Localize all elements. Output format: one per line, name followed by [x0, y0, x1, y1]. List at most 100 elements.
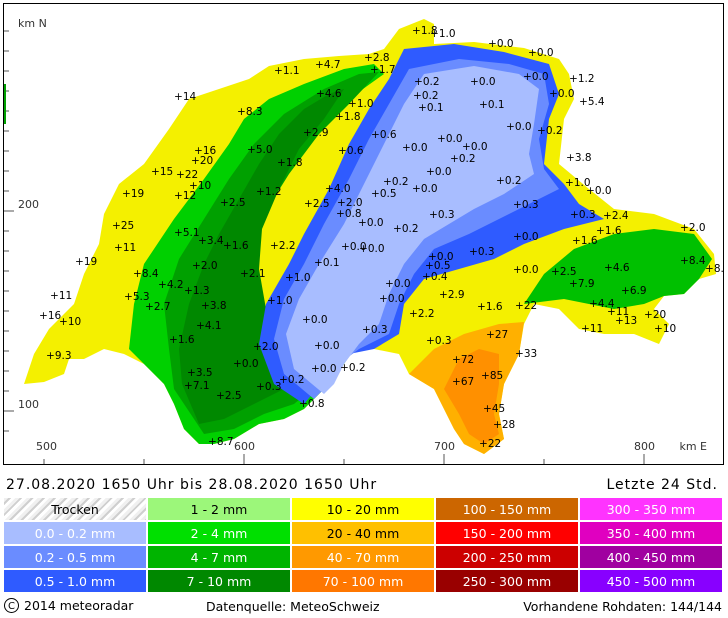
station-value: +8.7 — [208, 436, 234, 448]
station-value: +1.3 — [184, 285, 210, 297]
station-value: +0.3 — [570, 209, 596, 221]
station-value: +1.6 — [572, 235, 598, 247]
legend-cell: 7 - 10 mm — [148, 570, 290, 592]
legend-cell: 0.5 - 1.0 mm — [4, 570, 146, 592]
station-value: +2.2 — [409, 308, 435, 320]
station-value: +3.4 — [198, 235, 224, 247]
station-value: +0.1 — [479, 99, 505, 111]
station-value: +5.3 — [124, 291, 150, 303]
copyright: C 2014 meteoradar — [4, 598, 133, 613]
station-value: +8.3 — [237, 106, 263, 118]
station-value: +1.0 — [565, 177, 591, 189]
station-value: +25 — [112, 220, 134, 232]
station-value: +7.1 — [184, 380, 210, 392]
station-value: +0.2 — [340, 362, 366, 374]
station-value: +0.8 — [336, 208, 362, 220]
station-value: +0.0 — [311, 363, 337, 375]
footer: C 2014 meteoradar Datenquelle: MeteoSchw… — [4, 598, 722, 616]
station-value: +1.7 — [370, 64, 396, 76]
station-value: +4.2 — [158, 279, 184, 291]
region-green-deep — [179, 89, 344, 424]
station-value: +0.2 — [413, 90, 439, 102]
station-values: +1.8+1.0+0.0+0.0+2.8+4.7 +1.7+1.1+1.2+0.0… — [39, 25, 723, 450]
station-value: +11 — [114, 242, 136, 254]
legend-cell: 250 - 300 mm — [436, 570, 578, 592]
station-value: +0.0 — [341, 241, 367, 253]
station-value: +0.2 — [279, 374, 305, 386]
legend-cell: 40 - 70 mm — [292, 546, 434, 568]
station-value: +1.2 — [569, 73, 595, 85]
station-value: +28 — [493, 419, 515, 431]
station-value: +0.1 — [418, 102, 444, 114]
station-value: +0.2 — [393, 223, 419, 235]
station-value: +4.6 — [316, 88, 342, 100]
station-value: +5.0 — [247, 144, 273, 156]
station-value: +0.0 — [428, 251, 454, 263]
station-value: +3.5 — [187, 367, 213, 379]
station-value: +0.0 — [302, 314, 328, 326]
station-value: +0.4 — [422, 271, 448, 283]
map-frame: +1.8 +1.0 +0.0 +0.0 +2.8 +4.7 +1.7 +1.1 +1.2 +0.0… — [3, 3, 724, 465]
station-value: +5.1 — [174, 227, 200, 239]
station-value: +2.7 — [145, 301, 171, 313]
legend-cell: 450 - 500 mm — [580, 570, 722, 592]
legend-cell: 1 - 2 mm — [148, 498, 290, 520]
period-bar: 27.08.2020 1650 Uhr bis 28.08.2020 1650 … — [4, 475, 722, 495]
station-value: +2.5 — [216, 390, 242, 402]
legend-cell: 4 - 7 mm — [148, 546, 290, 568]
station-value: +8.4 — [133, 268, 159, 280]
x-tick-600: 600 — [234, 440, 255, 453]
station-value: +13 — [615, 315, 637, 327]
station-value: +0.0 — [314, 340, 340, 352]
station-value: +1.0 — [348, 98, 374, 110]
station-value: +0.0 — [437, 133, 463, 145]
legend-cell: 20 - 40 mm — [292, 522, 434, 544]
station-value: +0.2 — [414, 76, 440, 88]
station-value: +1.2 — [256, 186, 282, 198]
station-value: +2.0 — [337, 197, 363, 209]
station-value: +2.9 — [303, 127, 329, 139]
station-value: +20 — [644, 309, 666, 321]
station-value: +72 — [452, 354, 474, 366]
station-value: +2.1 — [240, 268, 266, 280]
station-value: +2.5 — [220, 197, 246, 209]
station-value: +0.3 — [256, 381, 282, 393]
legend-cell: 70 - 100 mm — [292, 570, 434, 592]
station-value: +0.2 — [537, 125, 563, 137]
station-value: +0.0 — [506, 121, 532, 133]
station-value: +0.0 — [358, 217, 384, 229]
station-value: +2.2 — [270, 240, 296, 252]
station-value: +7.9 — [569, 278, 595, 290]
legend-cell: 0.2 - 0.5 mm — [4, 546, 146, 568]
station-value: +10 — [654, 323, 676, 335]
station-value: +22 — [176, 169, 198, 181]
station-value: +0.0 — [402, 142, 428, 154]
station-value: +20 — [191, 155, 213, 167]
station-value: +2.4 — [603, 210, 629, 222]
precipitation-legend: Trocken 1 - 2 mm 10 - 20 mm 100 - 150 mm 300… — [4, 498, 722, 592]
station-value: +4.4 — [589, 298, 615, 310]
station-value: +1.0 — [267, 295, 293, 307]
station-value: +4.1 — [196, 320, 222, 332]
period-window: Letzte 24 Std. — [606, 477, 718, 493]
station-value: +11 — [607, 306, 629, 318]
y-tick-200: 200 — [18, 198, 39, 211]
station-value: +0.0 — [513, 264, 539, 276]
station-value: +0.0 — [523, 71, 549, 83]
station-value: +14 — [174, 91, 196, 103]
station-value: +0.8 — [299, 398, 325, 410]
east-axis-label: km E — [679, 440, 707, 453]
station-value: +9.3 — [46, 350, 72, 362]
legend-cell: 200 - 250 mm — [436, 546, 578, 568]
station-value: +0.3 — [513, 199, 539, 211]
station-value: +5.4 — [579, 96, 605, 108]
station-value: +1.6 — [223, 240, 249, 252]
station-value: +1.0 — [285, 272, 311, 284]
station-value: +11 — [581, 323, 603, 335]
station-value: +0.2 — [383, 176, 409, 188]
station-value: +12 — [174, 190, 196, 202]
station-value: +0.5 — [371, 188, 397, 200]
station-value: +33 — [515, 348, 537, 360]
station-value: +0.6 — [338, 145, 364, 157]
station-value: +1.0 — [430, 28, 456, 40]
